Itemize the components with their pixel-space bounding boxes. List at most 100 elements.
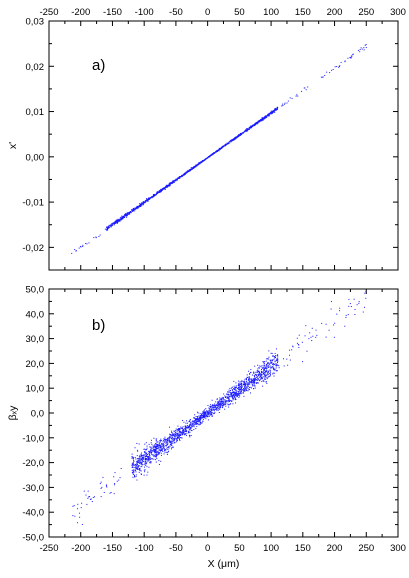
data-point bbox=[261, 120, 263, 122]
data-point bbox=[77, 522, 79, 524]
data-point bbox=[189, 169, 191, 171]
data-point bbox=[210, 409, 212, 411]
data-point bbox=[228, 406, 230, 408]
data-point bbox=[252, 380, 254, 382]
data-point bbox=[128, 213, 130, 215]
data-point bbox=[145, 201, 147, 203]
data-point bbox=[264, 376, 266, 378]
data-point bbox=[191, 423, 193, 425]
data-point bbox=[197, 416, 199, 418]
data-point bbox=[254, 365, 256, 367]
data-point bbox=[170, 442, 172, 444]
data-point bbox=[173, 433, 175, 435]
data-point bbox=[273, 369, 275, 371]
data-point bbox=[222, 398, 224, 400]
data-point bbox=[144, 462, 146, 464]
data-point bbox=[204, 414, 206, 416]
data-point bbox=[93, 237, 95, 239]
data-point bbox=[156, 457, 158, 459]
data-point bbox=[111, 224, 113, 226]
data-point bbox=[298, 344, 300, 346]
data-point bbox=[224, 399, 226, 401]
data-point bbox=[189, 435, 191, 437]
data-point bbox=[177, 437, 179, 439]
data-point bbox=[218, 405, 220, 407]
data-point bbox=[177, 178, 179, 180]
data-point bbox=[277, 362, 279, 364]
data-point bbox=[202, 415, 204, 417]
data-point bbox=[239, 390, 241, 392]
data-point bbox=[244, 383, 246, 385]
data-point bbox=[136, 479, 138, 481]
data-point bbox=[230, 392, 232, 394]
data-point bbox=[172, 182, 174, 184]
data-point bbox=[204, 415, 206, 417]
data-point bbox=[234, 392, 236, 394]
y-tick-label: -0,02 bbox=[22, 243, 44, 254]
data-point bbox=[159, 191, 161, 193]
data-point bbox=[135, 470, 137, 472]
data-point bbox=[119, 217, 121, 219]
data-point bbox=[193, 421, 195, 423]
data-point bbox=[254, 124, 256, 126]
y-tick-label: 0,0 bbox=[31, 409, 44, 420]
x-tick-label-top: -150 bbox=[103, 7, 122, 18]
data-point bbox=[199, 420, 201, 422]
data-point bbox=[223, 401, 225, 403]
data-point bbox=[274, 355, 276, 357]
data-point bbox=[311, 327, 313, 329]
data-point bbox=[268, 366, 270, 368]
data-point bbox=[74, 515, 76, 517]
data-point bbox=[230, 140, 232, 142]
data-point bbox=[117, 220, 119, 222]
data-point bbox=[194, 419, 196, 421]
data-point bbox=[225, 396, 227, 398]
data-point bbox=[266, 377, 268, 379]
x-tick-label-top: 250 bbox=[358, 7, 374, 18]
data-point bbox=[113, 493, 115, 495]
data-point bbox=[268, 112, 270, 114]
data-point bbox=[171, 434, 173, 436]
data-point bbox=[297, 343, 299, 345]
data-point bbox=[116, 221, 118, 223]
data-point bbox=[330, 308, 332, 310]
data-point bbox=[216, 150, 218, 152]
data-point bbox=[228, 142, 230, 144]
data-point bbox=[169, 184, 171, 186]
data-point bbox=[243, 383, 245, 385]
data-point bbox=[259, 371, 261, 373]
data-point bbox=[233, 138, 235, 140]
data-point bbox=[162, 188, 164, 190]
data-point bbox=[322, 76, 324, 78]
data-point bbox=[166, 452, 168, 454]
data-point bbox=[150, 448, 152, 450]
data-point bbox=[161, 440, 163, 442]
data-point bbox=[122, 215, 124, 217]
data-point bbox=[199, 413, 201, 415]
y-tick-label: -20,0 bbox=[22, 458, 44, 469]
data-point bbox=[218, 149, 220, 151]
data-point bbox=[219, 408, 221, 410]
data-point bbox=[259, 373, 261, 375]
data-point bbox=[248, 127, 250, 129]
data-point bbox=[268, 362, 270, 364]
data-point bbox=[145, 442, 147, 444]
data-point bbox=[184, 427, 186, 429]
data-point bbox=[153, 446, 155, 448]
data-point bbox=[192, 167, 194, 169]
data-point bbox=[134, 447, 136, 449]
x-axis-label: X (μm) bbox=[208, 558, 240, 570]
data-point bbox=[121, 215, 123, 217]
data-point bbox=[229, 395, 231, 397]
data-point bbox=[125, 214, 127, 216]
data-point bbox=[255, 374, 257, 376]
data-point bbox=[169, 435, 171, 437]
data-point bbox=[272, 112, 274, 114]
data-point bbox=[266, 373, 268, 375]
data-point bbox=[196, 411, 198, 413]
data-point bbox=[161, 189, 163, 191]
data-point bbox=[160, 438, 162, 440]
data-point bbox=[258, 371, 260, 373]
data-point bbox=[148, 198, 150, 200]
data-point bbox=[277, 360, 279, 362]
